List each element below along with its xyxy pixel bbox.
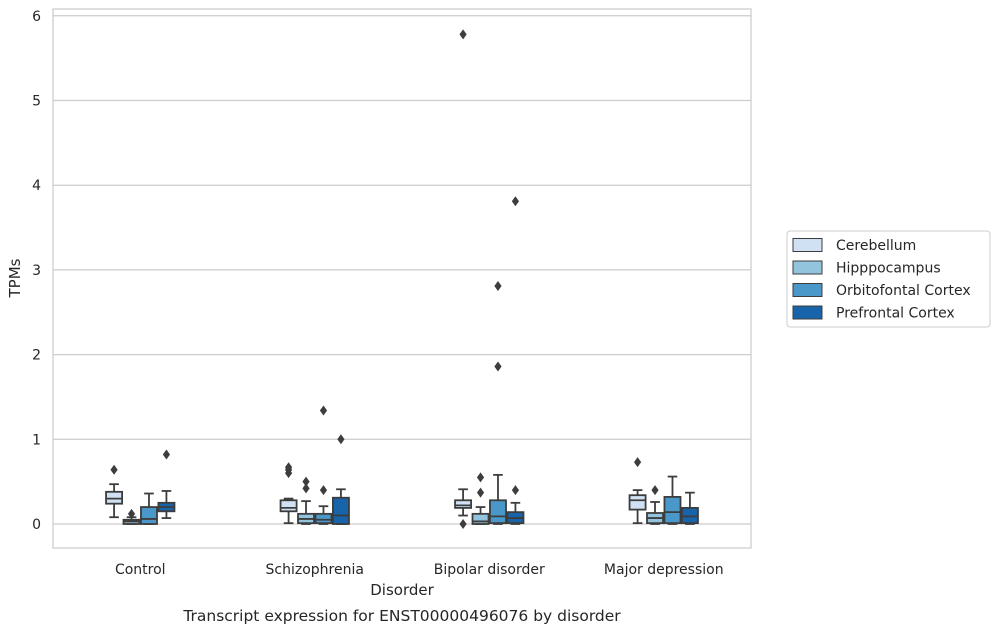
outlier-point <box>651 485 659 496</box>
box-plot <box>680 491 699 525</box>
box-plot <box>506 196 525 525</box>
box-plot <box>663 475 682 525</box>
outlier-point <box>284 462 293 473</box>
outlier-point <box>302 483 310 494</box>
box-plot <box>279 462 298 525</box>
box-plot <box>122 508 141 525</box>
x-axis-label: Disorder <box>370 581 434 599</box>
legend-swatch <box>792 305 823 320</box>
outlier-point <box>476 472 485 483</box>
box-plot <box>646 485 664 525</box>
outlier-point <box>302 476 310 487</box>
outlier-point <box>162 449 171 460</box>
legend-label: Cerebellum <box>836 238 916 254</box>
box-plot <box>105 464 124 519</box>
outlier-point <box>476 487 485 498</box>
box-plot <box>628 457 647 525</box>
box-plots <box>105 29 699 529</box>
box <box>279 499 298 513</box>
chart-caption: Transcript expression for ENST0000049607… <box>182 607 621 625</box>
legend-label: Prefrontal Cortex <box>836 306 955 322</box>
outlier-point <box>319 485 328 496</box>
outlier-point <box>494 361 502 372</box>
box-plot <box>331 434 350 525</box>
box <box>331 496 350 525</box>
box-plot <box>314 405 333 525</box>
box-plot <box>471 472 490 525</box>
outlier-point <box>319 405 328 416</box>
outlier-point <box>337 434 345 445</box>
box-plot <box>297 476 315 525</box>
box-plot <box>454 29 473 529</box>
box-plot <box>140 492 158 525</box>
box <box>140 506 158 525</box>
y-tick-label: 2 <box>32 348 41 364</box>
legend-items: Cerebellum Hipppocampus Orbitofontal Corte… <box>792 238 971 322</box>
y-tick-label: 3 <box>32 263 41 279</box>
x-tick-label: Control <box>115 562 166 578</box>
legend-swatch <box>792 238 823 252</box>
y-tick-label: 0 <box>32 517 41 533</box>
box <box>454 499 473 509</box>
x-tick-label: Schizophrenia <box>266 562 364 578</box>
y-tick-label: 1 <box>32 432 41 448</box>
legend-swatch <box>792 283 823 297</box>
box <box>489 499 507 525</box>
box <box>663 495 682 525</box>
outlier-point <box>110 464 118 475</box>
x-tick-labels: Control Schizophrenia Bipolar disorder Majo… <box>115 562 724 578</box>
legend: Cerebellum Hipppocampus Orbitofontal Corte… <box>786 230 991 328</box>
outlier-point <box>511 485 520 496</box>
outlier-point <box>127 508 136 519</box>
outlier-point <box>633 457 642 468</box>
x-tick-label: Bipolar disorder <box>434 562 545 578</box>
box-plot <box>489 280 507 525</box>
outlier-point <box>511 196 520 207</box>
y-tick-label: 5 <box>32 94 41 110</box>
outlier-point <box>459 29 467 40</box>
y-tick-label: 4 <box>32 178 41 194</box>
outlier-point <box>494 280 502 291</box>
x-tick-label: Major depression <box>604 562 724 578</box>
y-axis-label: TPMs <box>6 258 24 298</box>
grid-lines <box>53 15 751 525</box>
y-tick-label: 6 <box>32 9 41 25</box>
box <box>628 494 647 511</box>
y-tick-labels: 0 1 2 3 4 5 6 <box>32 9 41 533</box>
box <box>314 512 333 525</box>
box-plot <box>157 449 176 519</box>
legend-label: Orbitofontal Cortex <box>836 283 971 299</box>
legend-swatch <box>792 260 823 275</box>
legend-label: Hipppocampus <box>836 261 941 277</box>
plot-frame <box>52 8 752 549</box>
box <box>471 512 490 525</box>
outlier-point <box>459 519 467 529</box>
legend-frame <box>786 230 991 328</box>
